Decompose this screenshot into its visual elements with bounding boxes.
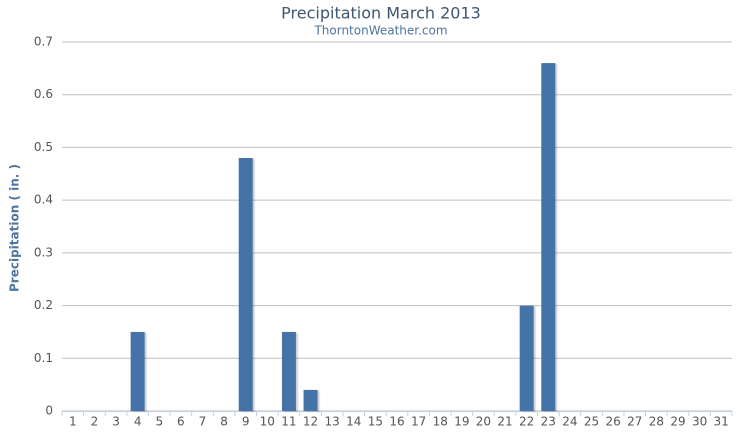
bar — [519, 305, 534, 411]
x-tick-label: 11 — [281, 415, 296, 429]
y-tick-label: 0.6 — [34, 87, 53, 101]
x-tick-label: 16 — [389, 415, 404, 429]
y-tick-label: 0.3 — [34, 245, 53, 259]
x-tick-label: 7 — [199, 415, 207, 429]
bar — [303, 389, 318, 411]
x-tick-label: 3 — [112, 415, 120, 429]
x-tick-label: 31 — [714, 415, 729, 429]
chart-subtitle: ThorntonWeather.com — [313, 24, 447, 38]
x-tick-label: 19 — [454, 415, 469, 429]
bar — [130, 331, 145, 411]
x-tick-label: 13 — [325, 415, 340, 429]
x-tick-label: 20 — [476, 415, 491, 429]
x-tick-label: 17 — [411, 415, 426, 429]
x-tick-label: 18 — [433, 415, 448, 429]
x-tick-label: 26 — [605, 415, 620, 429]
x-tick-label: 10 — [260, 415, 275, 429]
x-tick-label: 28 — [649, 415, 664, 429]
y-axis-label: Precipitation ( in. ) — [8, 164, 22, 292]
y-tick-label: 0.2 — [34, 298, 53, 312]
bar — [541, 63, 556, 411]
x-tick-label: 27 — [627, 415, 642, 429]
y-tick-label: 0 — [45, 404, 53, 418]
x-tick-label: 4 — [134, 415, 142, 429]
x-tick-label: 2 — [91, 415, 99, 429]
bar — [281, 331, 296, 411]
x-tick-label: 29 — [670, 415, 685, 429]
x-tick-label: 12 — [303, 415, 318, 429]
x-tick-label: 30 — [692, 415, 707, 429]
x-tick-label: 24 — [562, 415, 577, 429]
x-tick-label: 5 — [155, 415, 163, 429]
x-tick-label: 23 — [541, 415, 556, 429]
y-tick-label: 0.7 — [34, 35, 53, 49]
x-tick-label: 25 — [584, 415, 599, 429]
x-tick-label: 8 — [220, 415, 228, 429]
x-tick-label: 14 — [346, 415, 361, 429]
chart-title: Precipitation March 2013 — [281, 4, 481, 23]
x-tick-label: 9 — [242, 415, 250, 429]
x-tick-label: 15 — [368, 415, 383, 429]
x-tick-label: 22 — [519, 415, 534, 429]
y-tick-label: 0.1 — [34, 351, 53, 365]
x-tick-label: 1 — [69, 415, 77, 429]
x-tick-label: 21 — [497, 415, 512, 429]
x-tick-label: 6 — [177, 415, 185, 429]
bar — [238, 157, 253, 411]
y-tick-label: 0.4 — [34, 193, 53, 207]
y-tick-label: 0.5 — [34, 140, 53, 154]
